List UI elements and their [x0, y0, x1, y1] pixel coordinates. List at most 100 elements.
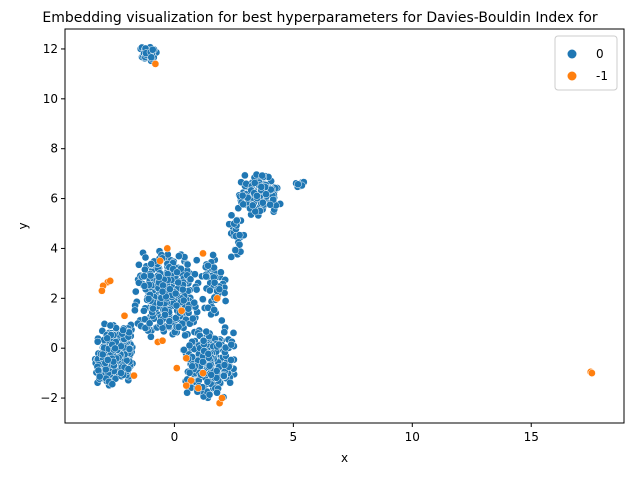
x-tick-label: 10 [405, 430, 420, 444]
point-series-1 [182, 381, 191, 390]
point-series-0 [217, 268, 225, 277]
point-series-0 [183, 388, 191, 397]
x-tick-label: 0 [171, 430, 179, 444]
point-series-0 [141, 265, 149, 274]
point-series-0 [101, 365, 110, 374]
point-series-0 [215, 285, 224, 294]
point-series-0 [166, 285, 174, 294]
point-series-0 [215, 340, 223, 349]
point-series-0 [186, 275, 195, 284]
point-series-0 [125, 345, 134, 353]
point-series-0 [183, 260, 192, 269]
point-series-1 [177, 306, 186, 315]
point-series-1 [130, 371, 138, 380]
point-series-0 [173, 268, 181, 277]
legend-marker-0 [567, 49, 577, 59]
point-series-0 [226, 378, 234, 387]
point-series-0 [221, 297, 230, 305]
point-series-0 [210, 306, 219, 314]
ticks-layer: 0 5 10 15 −2 0 2 4 6 8 10 12 [40, 42, 539, 444]
point-series-1 [156, 257, 164, 265]
point-series-0 [174, 323, 183, 331]
point-series-0 [141, 253, 150, 262]
point-series-0 [147, 332, 155, 341]
point-series-0 [179, 296, 188, 305]
point-series-0 [203, 377, 212, 386]
y-tick-label: 4 [50, 241, 58, 255]
point-series-0 [192, 285, 201, 294]
point-series-1 [98, 286, 106, 295]
point-series-0 [185, 368, 194, 377]
point-series-0 [209, 251, 217, 259]
legend: 0 -1 [554, 35, 618, 91]
y-tick-label: 10 [43, 92, 58, 106]
point-series-0 [227, 340, 236, 349]
point-series-0 [98, 350, 107, 359]
point-series-1 [194, 384, 203, 392]
point-series-0 [232, 216, 241, 225]
point-series-0 [229, 329, 238, 337]
point-series-0 [202, 327, 211, 336]
point-series-0 [199, 358, 207, 366]
point-series-0 [172, 301, 181, 310]
point-series-0 [220, 361, 229, 369]
point-series-0 [205, 361, 214, 370]
legend-marker-1 [567, 71, 577, 81]
point-series-0 [210, 278, 219, 287]
point-series-0 [108, 380, 117, 388]
point-series-0 [217, 316, 226, 325]
point-series-1 [106, 277, 115, 285]
point-series-1 [158, 336, 167, 345]
point-series-0 [165, 317, 174, 326]
point-series-0 [198, 295, 207, 304]
point-series-1 [199, 369, 207, 377]
point-series-0 [227, 356, 235, 364]
point-series-1 [218, 394, 226, 402]
point-series-0 [106, 321, 115, 330]
legend-label-0: 0 [596, 47, 604, 61]
point-series-0 [220, 328, 229, 336]
point-series-0 [178, 285, 187, 294]
y-axis-label: y [16, 222, 30, 229]
y-tick-label: 0 [50, 341, 58, 355]
point-series-0 [155, 273, 163, 281]
point-series-0 [231, 246, 240, 255]
point-series-0 [156, 317, 165, 326]
point-series-0 [180, 346, 188, 354]
point-series-0 [140, 306, 148, 315]
legend-label-1: -1 [596, 69, 608, 83]
point-series-0 [147, 260, 156, 268]
point-series-1 [120, 311, 129, 320]
point-series-0 [135, 260, 143, 269]
point-series-0 [149, 304, 157, 313]
point-series-0 [161, 310, 169, 319]
point-series-0 [258, 198, 267, 207]
point-series-1 [199, 249, 207, 258]
y-tick-label: 2 [50, 291, 58, 305]
point-series-0 [199, 336, 208, 345]
x-tick-label: 5 [290, 430, 298, 444]
chart-title: Embedding visualization for best hyperpa… [42, 10, 597, 26]
point-series-0 [146, 271, 155, 280]
point-series-0 [103, 356, 112, 364]
point-series-0 [147, 53, 156, 62]
point-series-0 [145, 319, 154, 328]
y-tick-label: 12 [43, 42, 58, 56]
point-series-0 [202, 272, 210, 281]
point-series-0 [148, 45, 157, 54]
point-series-0 [158, 287, 167, 296]
point-series-0 [131, 306, 139, 315]
point-series-0 [227, 211, 236, 220]
point-series-0 [294, 180, 302, 189]
point-series-0 [184, 304, 193, 313]
point-series-0 [220, 372, 228, 380]
point-series-0 [257, 183, 266, 191]
point-series-0 [185, 341, 194, 350]
point-series-0 [250, 179, 259, 187]
point-series-0 [191, 270, 199, 279]
point-series-0 [205, 390, 214, 399]
y-tick-label: −2 [40, 391, 58, 405]
point-series-0 [190, 298, 199, 307]
